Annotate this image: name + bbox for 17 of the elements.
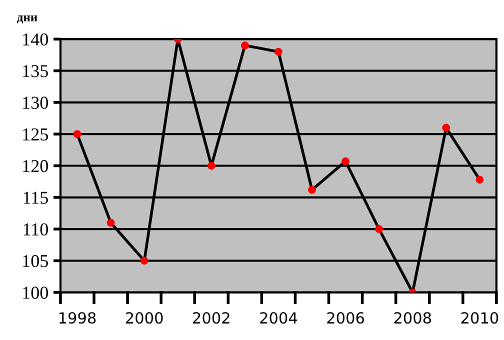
y-tick-label: 115 xyxy=(24,192,48,204)
y-tick-label: 120 xyxy=(23,160,48,172)
y-tick-label: 140 xyxy=(23,33,48,46)
x-tick-label: 2002 xyxy=(193,312,230,324)
x-tick-label: 2004 xyxy=(260,312,298,324)
y-tick-label: 105 xyxy=(23,254,48,268)
y-tick-label: 110 xyxy=(24,223,48,236)
y-tick-label: 130 xyxy=(23,96,48,109)
y-tick-label: 100 xyxy=(23,286,48,299)
y-tick-label: 135 xyxy=(23,65,48,78)
y-axis-title: дни xyxy=(17,16,38,24)
x-tick-label: 2008 xyxy=(394,312,431,324)
x-tick-label: 2010 xyxy=(461,312,498,324)
x-tick-label: 2006 xyxy=(327,312,364,324)
x-tick-label: 1998 xyxy=(59,312,96,324)
y-tick-label: 125 xyxy=(23,128,48,141)
x-tick-label: 2000 xyxy=(126,312,163,324)
